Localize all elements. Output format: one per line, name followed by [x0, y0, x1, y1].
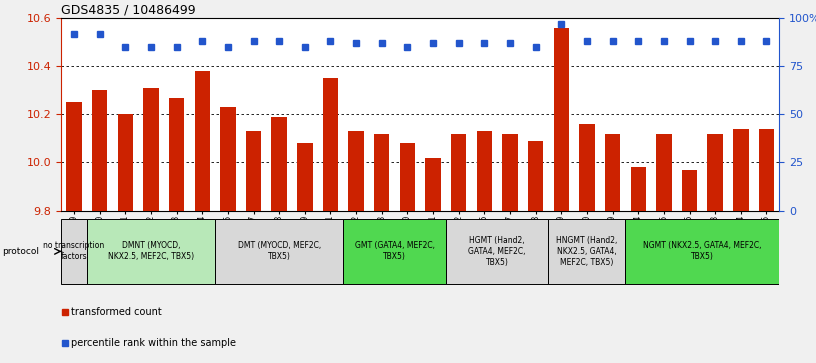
- Bar: [528, 141, 543, 211]
- Bar: [215, 219, 344, 284]
- Bar: [503, 134, 517, 211]
- Bar: [477, 131, 492, 211]
- Bar: [348, 131, 364, 211]
- Bar: [86, 219, 215, 284]
- Bar: [194, 71, 210, 211]
- Text: HGMT (Hand2,
GATA4, MEF2C,
TBX5): HGMT (Hand2, GATA4, MEF2C, TBX5): [468, 236, 526, 267]
- Bar: [169, 98, 184, 211]
- Bar: [631, 167, 646, 211]
- Text: no transcription
factors: no transcription factors: [43, 241, 104, 261]
- Text: HNGMT (Hand2,
NKX2.5, GATA4,
MEF2C, TBX5): HNGMT (Hand2, NKX2.5, GATA4, MEF2C, TBX5…: [557, 236, 618, 267]
- Bar: [344, 219, 446, 284]
- Text: GMT (GATA4, MEF2C,
TBX5): GMT (GATA4, MEF2C, TBX5): [355, 241, 435, 261]
- Text: protocol: protocol: [2, 247, 38, 256]
- Bar: [220, 107, 236, 211]
- Bar: [451, 134, 467, 211]
- Text: DMNT (MYOCD,
NKX2.5, MEF2C, TBX5): DMNT (MYOCD, NKX2.5, MEF2C, TBX5): [108, 241, 194, 261]
- Bar: [682, 170, 697, 211]
- Text: DMT (MYOCD, MEF2C,
TBX5): DMT (MYOCD, MEF2C, TBX5): [237, 241, 321, 261]
- Bar: [733, 129, 748, 211]
- Bar: [61, 219, 86, 284]
- Bar: [759, 129, 774, 211]
- Bar: [425, 158, 441, 211]
- Text: GDS4835 / 10486499: GDS4835 / 10486499: [61, 4, 196, 17]
- Bar: [118, 114, 133, 211]
- Bar: [625, 219, 779, 284]
- Bar: [553, 28, 569, 211]
- Bar: [246, 131, 261, 211]
- Text: percentile rank within the sample: percentile rank within the sample: [72, 338, 237, 348]
- Bar: [297, 143, 313, 211]
- Bar: [66, 102, 82, 211]
- Bar: [323, 78, 338, 211]
- Text: NGMT (NKX2.5, GATA4, MEF2C,
TBX5): NGMT (NKX2.5, GATA4, MEF2C, TBX5): [643, 241, 761, 261]
- Bar: [272, 117, 287, 211]
- Bar: [92, 90, 108, 211]
- Bar: [374, 134, 389, 211]
- Bar: [707, 134, 723, 211]
- Bar: [656, 134, 672, 211]
- Bar: [400, 143, 415, 211]
- Bar: [144, 88, 158, 211]
- Text: transformed count: transformed count: [72, 307, 162, 317]
- Bar: [548, 219, 625, 284]
- Bar: [579, 124, 595, 211]
- Bar: [605, 134, 620, 211]
- Bar: [446, 219, 548, 284]
